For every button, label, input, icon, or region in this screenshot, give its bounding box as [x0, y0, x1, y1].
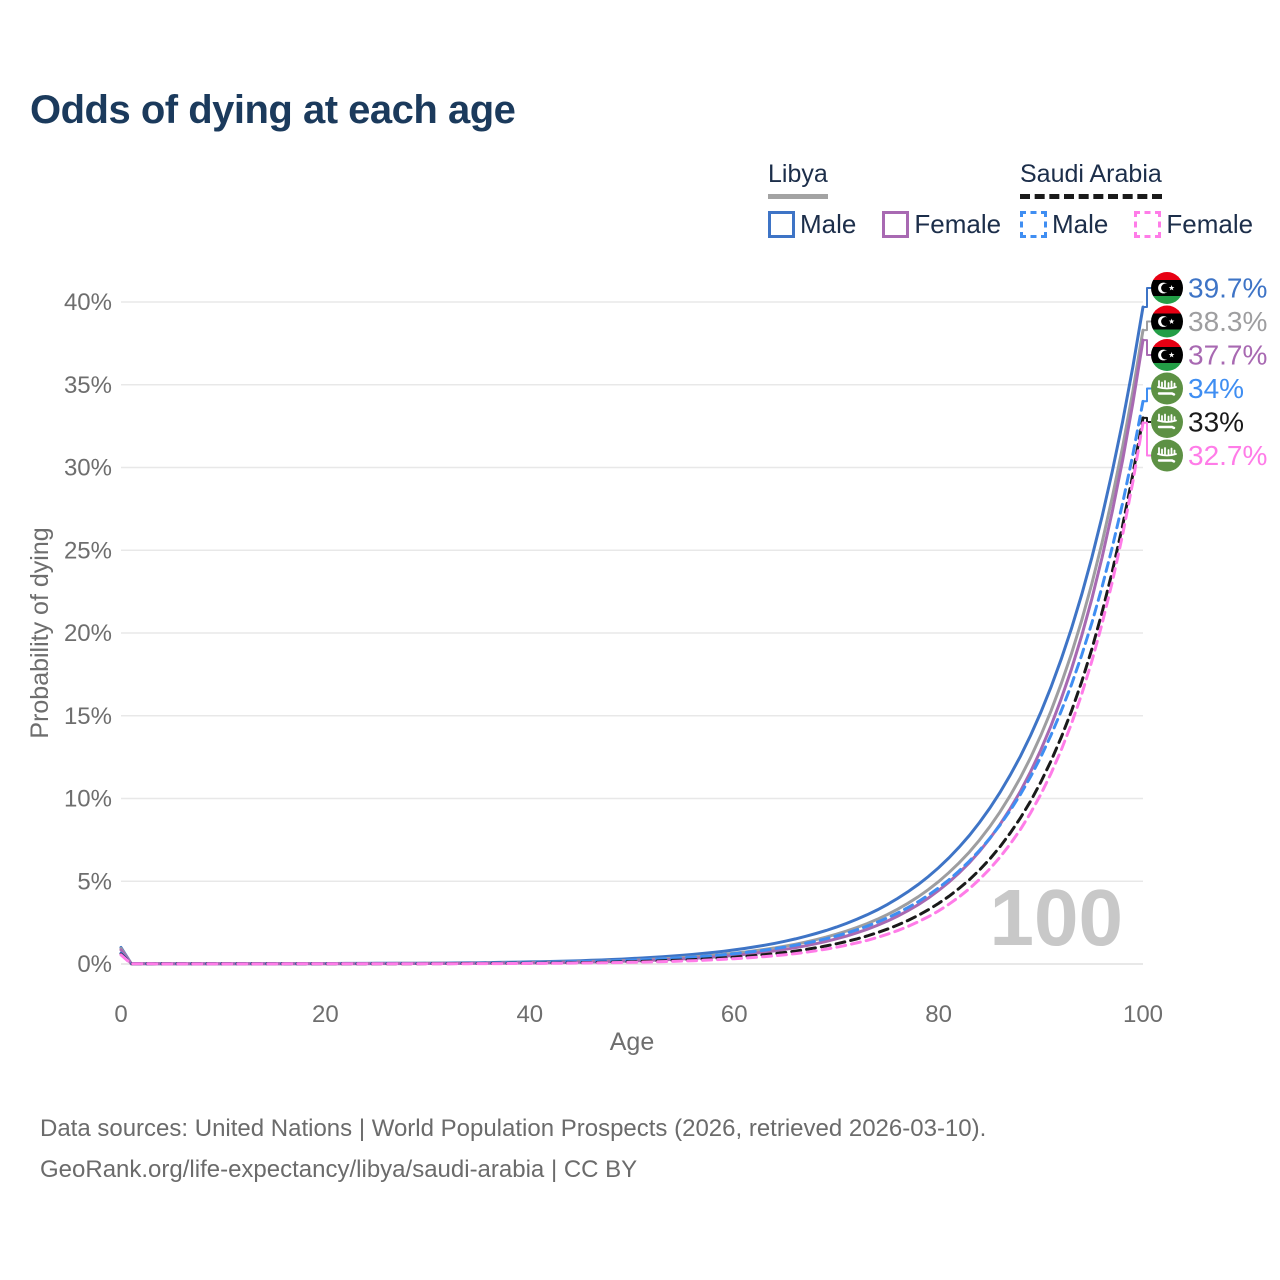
end-label-saudi-male: 34% — [1188, 373, 1244, 404]
saudi-flag-icon — [1151, 406, 1183, 438]
saudi-male-swatch-icon — [1020, 211, 1047, 238]
end-label-saudi-both: 33% — [1188, 407, 1244, 438]
leader-line-saudi-both — [1143, 416, 1151, 423]
page-title: Odds of dying at each age — [30, 88, 516, 132]
end-label-libya-both: 38.3% — [1188, 306, 1267, 337]
y-tick-label-10: 10% — [64, 786, 112, 813]
legend-label-saudi-female: Female — [1166, 209, 1254, 239]
series-line-libya-male[interactable] — [119, 305, 1145, 966]
saudi-flag-icon — [1151, 439, 1183, 472]
saudi-female-swatch-icon — [1134, 211, 1162, 238]
y-tick-label-5: 5% — [77, 868, 112, 895]
y-tick-label-25: 25% — [64, 537, 112, 564]
legend-label-libya-male: Male — [800, 209, 857, 239]
age-counter-watermark: 100 — [990, 873, 1123, 962]
end-label-libya-female: 37.7% — [1188, 340, 1267, 371]
footer-line-2: GeoRank.org/life-expectancy/libya/saudi-… — [40, 1156, 638, 1183]
end-label-saudi-female: 32.7% — [1188, 440, 1267, 471]
y-tick-label-40: 40% — [64, 289, 112, 316]
saudi-flag-icon — [1151, 372, 1183, 405]
series-line-saudi-female[interactable] — [119, 421, 1145, 966]
legend-group-saudi-arabia: Saudi Arabia Male Female — [1020, 160, 1253, 240]
y-tick-label-35: 35% — [64, 372, 112, 399]
y-tick-label-15: 15% — [64, 703, 112, 730]
libya-flag-icon — [1151, 305, 1183, 338]
y-tick-label-0: 0% — [77, 951, 112, 978]
legend-item-saudi-male[interactable]: Male — [1020, 209, 1108, 240]
x-tick-label-100: 100 — [1123, 1001, 1163, 1028]
leader-line-libya-both — [1143, 320, 1151, 332]
footer-line-1: Data sources: United Nations | World Pop… — [40, 1115, 987, 1142]
legend-country-libya[interactable]: Libya — [768, 160, 828, 199]
libya-male-swatch-icon — [768, 211, 795, 238]
legend-country-saudi-arabia[interactable]: Saudi Arabia — [1020, 160, 1162, 199]
legend-label-saudi-male: Male — [1052, 209, 1109, 239]
legend-group-libya: Libya Male Female — [768, 160, 1001, 240]
y-axis-title: Probability of dying — [26, 527, 54, 738]
x-tick-label-80: 80 — [925, 1001, 952, 1028]
libya-flag-icon — [1151, 339, 1183, 371]
x-tick-label-0: 0 — [114, 1001, 127, 1028]
legend-item-saudi-female[interactable]: Female — [1134, 209, 1253, 240]
y-tick-label-30: 30% — [64, 455, 112, 482]
libya-flag-icon — [1151, 272, 1183, 304]
x-tick-label-40: 40 — [516, 1001, 543, 1028]
legend-item-libya-male[interactable]: Male — [768, 209, 856, 240]
end-label-libya-male: 39.7% — [1188, 273, 1267, 304]
y-tick-label-20: 20% — [64, 620, 112, 647]
x-tick-label-20: 20 — [312, 1001, 339, 1028]
legend-item-libya-female[interactable]: Female — [882, 209, 1001, 240]
leader-line-libya-male — [1143, 287, 1151, 308]
x-axis-title: Age — [610, 1028, 654, 1056]
leader-line-libya-female — [1143, 339, 1151, 356]
leader-line-saudi-female — [1143, 421, 1151, 457]
leader-line-saudi-male — [1143, 387, 1151, 403]
libya-female-swatch-icon — [882, 211, 910, 238]
legend-label-libya-female: Female — [914, 209, 1002, 239]
data-sources-footer: Data sources: United Nations | World Pop… — [40, 1108, 986, 1190]
x-tick-label-60: 60 — [721, 1001, 748, 1028]
